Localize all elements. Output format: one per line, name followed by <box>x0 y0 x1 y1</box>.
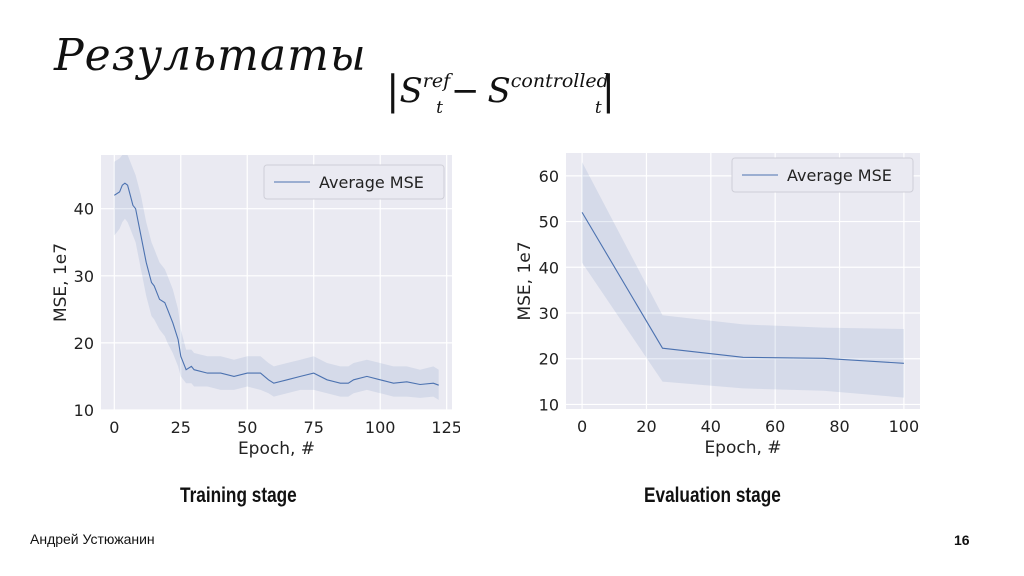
y-tick-label: 30 <box>74 267 94 286</box>
y-tick-label: 10 <box>539 395 559 414</box>
x-tick-label: 20 <box>636 417 656 436</box>
formula-s-ref: S <box>399 71 423 111</box>
series-line-average-mse <box>581 212 904 364</box>
confidence-band <box>114 155 439 400</box>
evaluation-chart: 0 20 40 60 80 100 10 20 30 40 50 60 Average MSE Epoch… <box>515 153 920 458</box>
legend-label: Average MSE <box>787 166 892 185</box>
x-tick-label: 75 <box>304 418 324 437</box>
formula-minus: − <box>450 71 480 111</box>
x-tick-label: 100 <box>365 418 396 437</box>
y-tick-label: 30 <box>539 304 559 323</box>
page-number: 16 <box>954 532 970 548</box>
formula-s-ref-sup: ref <box>422 70 451 92</box>
plot-area <box>566 153 920 409</box>
legend-label: Average MSE <box>319 173 424 192</box>
x-tick-label: 60 <box>765 417 785 436</box>
x-tick-label: 0 <box>109 418 119 437</box>
y-axis-label: MSE, 1e7 <box>515 241 535 320</box>
slide-title: Результаты <box>54 30 367 81</box>
formula-s-ref-sub: t <box>436 98 443 118</box>
author-name: Андрей Устюжанин <box>30 531 155 547</box>
series-line-average-mse <box>114 182 439 386</box>
x-tick-label: 80 <box>829 417 849 436</box>
formula-s-controlled-sub: t <box>594 98 602 118</box>
legend-box <box>263 164 445 200</box>
y-tick-label: 10 <box>74 401 94 420</box>
y-tick-label: 20 <box>74 334 94 353</box>
legend-box <box>731 157 914 193</box>
training-chart: 0 25 50 75 100 125 10 20 30 40 Average MSE Epoch, #… <box>51 155 460 458</box>
x-tick-label: 25 <box>171 418 191 437</box>
x-tick-label: 40 <box>701 417 721 436</box>
formula-s-controlled-sup: controlled <box>510 70 609 92</box>
y-tick-label: 20 <box>539 350 559 369</box>
abs-close: | <box>601 68 616 114</box>
y-tick-label: 60 <box>539 167 559 186</box>
formula: |Sreft − Scontrolledt| <box>386 68 615 118</box>
evaluation-caption: Evaluation stage <box>644 484 781 507</box>
y-tick-label: 40 <box>74 200 94 219</box>
x-axis-label: Epoch, # <box>704 438 781 458</box>
x-tick-label: 125 <box>431 418 460 437</box>
x-tick-label: 50 <box>237 418 257 437</box>
formula-s-controlled: S <box>487 71 511 111</box>
confidence-band <box>582 162 904 398</box>
x-tick-label: 0 <box>577 417 587 436</box>
y-tick-label: 50 <box>539 213 559 232</box>
x-tick-label: 100 <box>889 417 920 436</box>
training-caption: Training stage <box>180 484 297 507</box>
y-tick-label: 40 <box>539 258 559 277</box>
y-axis-label: MSE, 1e7 <box>51 243 71 322</box>
abs-open: | <box>386 68 400 114</box>
x-axis-label: Epoch, # <box>238 439 315 458</box>
